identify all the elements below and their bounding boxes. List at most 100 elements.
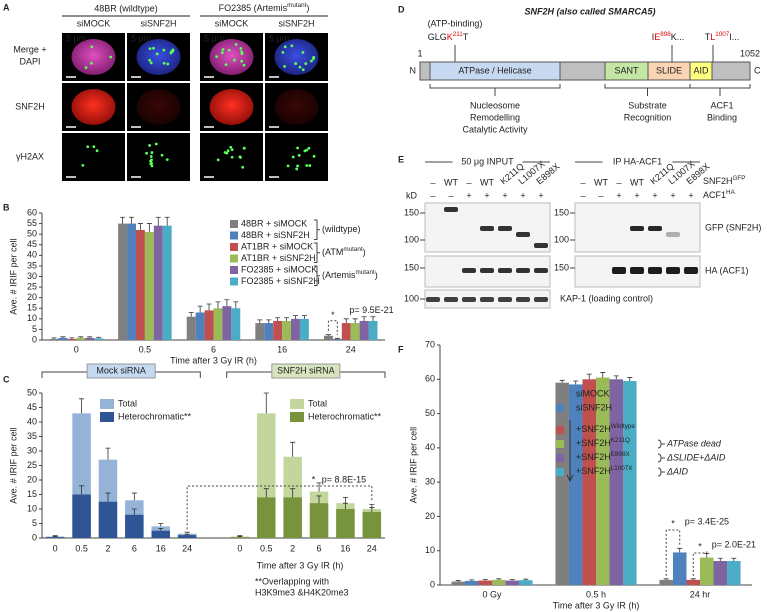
row-label: ACF1HA [703, 189, 736, 200]
lane-label: + [538, 190, 543, 200]
panel-label: D [398, 4, 405, 14]
x-tick-label: 0.5 [75, 543, 88, 553]
band [648, 267, 662, 274]
significance-bracket [692, 550, 708, 576]
legend-group-label-part: mutant [343, 246, 363, 253]
y-tick-label: 50 [27, 387, 37, 397]
band [480, 268, 494, 273]
bar [177, 535, 197, 538]
marker-label: 150 [404, 207, 419, 217]
x-tick-label: 6 [132, 543, 137, 553]
scale-label: 5 μm [269, 33, 289, 43]
bar [231, 308, 241, 340]
bar [58, 337, 68, 340]
focus [229, 145, 233, 149]
bar [127, 223, 136, 340]
error-bar [105, 492, 111, 502]
y-tick-label: 25 [27, 460, 37, 470]
column-label: siSNF2H [278, 18, 314, 28]
error-bar [586, 373, 592, 380]
column-label: siMOCK [215, 18, 249, 28]
y-tick-label: 45 [27, 402, 37, 412]
group-label: SNF2H siRNA [277, 365, 335, 375]
legend-label: Total [308, 398, 327, 408]
y-tick-label: 10 [425, 545, 435, 555]
footnote: H3K9me3 &H4K20me3 [255, 587, 349, 597]
error-bar [301, 315, 307, 319]
scale-label: 5 μm [131, 33, 151, 43]
lane-label: – [580, 190, 585, 200]
lane-label: + [616, 190, 621, 200]
bar [135, 229, 145, 340]
annotation: * [698, 541, 702, 551]
bar [700, 557, 714, 585]
bar [451, 581, 465, 585]
x-tick-label: 6 [317, 543, 322, 553]
blot-label: HA (ACF1) [705, 265, 749, 275]
band [666, 267, 680, 274]
mutation-label-part: 1007 [715, 31, 730, 38]
bar [350, 323, 360, 340]
bar [582, 379, 596, 585]
nucleus [136, 39, 181, 75]
focus [312, 154, 316, 158]
error-bar [559, 379, 565, 383]
band [498, 297, 512, 302]
error-bar [342, 502, 348, 509]
x-tick-label: 16 [340, 543, 350, 553]
legend-group-label-part: ) [363, 247, 366, 257]
bar [609, 379, 624, 585]
x-tick-label: 2 [105, 543, 110, 553]
significance-bracket [665, 529, 681, 576]
group-label-box [86, 363, 156, 379]
lane-label: WT [444, 177, 458, 187]
residue-label: 1 [417, 48, 422, 58]
bar [283, 497, 302, 538]
focus [240, 52, 244, 56]
y-tick-label: 30 [27, 271, 37, 281]
lane-label: – [430, 177, 435, 187]
band [498, 268, 512, 273]
group-label-box [271, 363, 341, 379]
bar [291, 318, 300, 340]
row-label-part: SNF2H [703, 176, 733, 186]
legend-swatch [556, 454, 564, 462]
error-bar [369, 507, 375, 512]
blot-label: KAP-1 (loading control) [560, 293, 653, 303]
focus [230, 155, 234, 159]
error-bar [482, 579, 488, 581]
bar [713, 561, 728, 585]
lane-label: WT [630, 177, 644, 187]
focus [223, 151, 227, 154]
error-bar [137, 223, 143, 230]
legend-swatch [230, 266, 238, 274]
y-tick-label: 15 [27, 489, 37, 499]
focus [310, 59, 313, 63]
x-tick-label: 24 [182, 543, 192, 553]
error-bar [334, 337, 340, 339]
bar [213, 308, 223, 340]
band [516, 297, 530, 302]
focus [241, 165, 245, 169]
nucleus [136, 89, 181, 125]
focus [216, 158, 220, 162]
mutation-label-part: GLG [428, 32, 447, 42]
y-axis-label: Ave. # IRIF per cell [8, 427, 18, 503]
error-bar [155, 216, 161, 226]
error-bar [131, 508, 137, 515]
error-bar [79, 485, 85, 495]
function-label: Nucleosome [470, 100, 520, 110]
error-bar [690, 578, 696, 580]
scale-label: 5 μm [204, 33, 224, 43]
error-bar [284, 317, 290, 321]
focus [297, 153, 301, 157]
nucleus [274, 39, 319, 75]
focus [86, 145, 90, 149]
function-bracket [429, 84, 561, 96]
bar [144, 232, 154, 340]
error-bar [663, 578, 669, 580]
y-tick-label: 30 [425, 477, 435, 487]
error-bar [627, 377, 633, 381]
x-tick-label: 0 [53, 543, 58, 553]
